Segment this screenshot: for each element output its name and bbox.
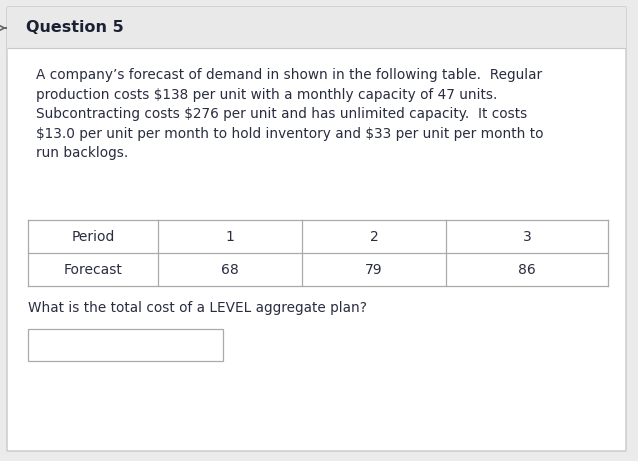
FancyBboxPatch shape <box>28 329 223 361</box>
FancyBboxPatch shape <box>7 7 626 49</box>
Text: production costs \$138 per unit with a monthly capacity of 47 units.: production costs \$138 per unit with a m… <box>36 88 498 101</box>
Text: 79: 79 <box>365 262 383 277</box>
FancyBboxPatch shape <box>7 7 626 451</box>
Text: 2: 2 <box>369 230 378 243</box>
Text: 68: 68 <box>221 262 239 277</box>
Text: 1: 1 <box>226 230 234 243</box>
Text: Question 5: Question 5 <box>26 20 124 35</box>
Text: 86: 86 <box>518 262 536 277</box>
Text: Forecast: Forecast <box>64 262 122 277</box>
Text: run backlogs.: run backlogs. <box>36 146 128 160</box>
Text: 3: 3 <box>523 230 531 243</box>
Text: \$13.0 per unit per month to hold inventory and \$33 per unit per month to: \$13.0 per unit per month to hold invent… <box>36 126 544 141</box>
Text: A company’s forecast of demand in shown in the following table.  Regular: A company’s forecast of demand in shown … <box>36 68 542 82</box>
Text: What is the total cost of a LEVEL aggregate plan?: What is the total cost of a LEVEL aggreg… <box>28 301 367 315</box>
Text: Period: Period <box>71 230 115 243</box>
Text: Subcontracting costs \$276 per unit and has unlimited capacity.  It costs: Subcontracting costs \$276 per unit and … <box>36 107 527 121</box>
